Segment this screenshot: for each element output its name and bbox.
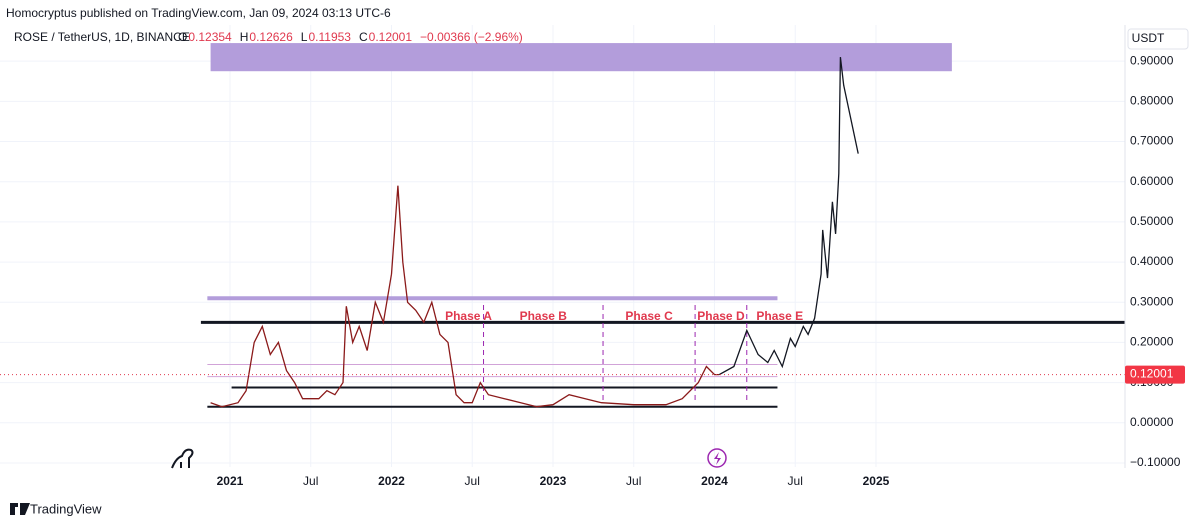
phase-label: Phase E	[756, 309, 803, 323]
x-tick-label: Jul	[465, 474, 480, 488]
y-tick-label: 0.20000	[1130, 335, 1174, 349]
y-tick-label: −0.10000	[1130, 455, 1181, 469]
y-tick-label: 0.80000	[1130, 94, 1174, 108]
publisher: Homocryptus published on TradingView.com…	[6, 6, 391, 20]
price-line	[718, 57, 859, 376]
x-tick-label: 2022	[378, 474, 405, 488]
event-bolt	[714, 452, 721, 465]
phase-label: Phase C	[625, 309, 673, 323]
ohlc-label: O	[178, 30, 187, 44]
y-tick-label: 0.40000	[1130, 254, 1174, 268]
event-icon	[707, 448, 727, 468]
x-tick-label: 2024	[701, 474, 728, 488]
ohlc-label: L	[301, 30, 308, 44]
phase-label: Phase B	[520, 309, 568, 323]
ohlc-label: C	[359, 30, 368, 44]
y-tick-label: 0.30000	[1130, 294, 1174, 308]
phase-label: Phase A	[445, 309, 492, 323]
x-tick-label: 2021	[217, 474, 244, 488]
ohlc-label: H	[240, 30, 249, 44]
y-tick-label: 0.70000	[1130, 134, 1174, 148]
brand: TradingView	[30, 501, 102, 516]
ohlc-value: 0.12001	[369, 30, 413, 44]
x-tick-label: Jul	[788, 474, 803, 488]
target-zone	[210, 43, 952, 72]
logo-icon	[171, 448, 194, 469]
x-tick-label: 2025	[863, 474, 890, 488]
ohlc-value: 0.11953	[308, 30, 351, 44]
last-price-label: 0.12001	[1130, 367, 1174, 381]
last-price-box	[1125, 365, 1185, 384]
currency: USDT	[1132, 31, 1165, 45]
currency-box	[1127, 28, 1189, 50]
phase-label: Phase D	[697, 309, 745, 323]
symbol: ROSE / TetherUS, 1D, BINANCE	[14, 30, 190, 44]
x-tick-label: Jul	[626, 474, 641, 488]
x-tick-label: Jul	[303, 474, 318, 488]
y-tick-label: 0.60000	[1130, 174, 1174, 188]
y-tick-label: 0.00000	[1130, 415, 1174, 429]
change: −0.00366 (−2.96%)	[420, 30, 523, 44]
ohlc-value: 0.12354	[188, 30, 232, 44]
ohlc-value: 0.12626	[249, 30, 293, 44]
price-line	[210, 185, 720, 408]
brand-logo	[10, 503, 30, 515]
plot	[0, 25, 1125, 467]
y-tick-label: 0.50000	[1130, 214, 1174, 228]
x-tick-label: 2023	[540, 474, 567, 488]
y-tick-label: 0.90000	[1130, 53, 1174, 67]
